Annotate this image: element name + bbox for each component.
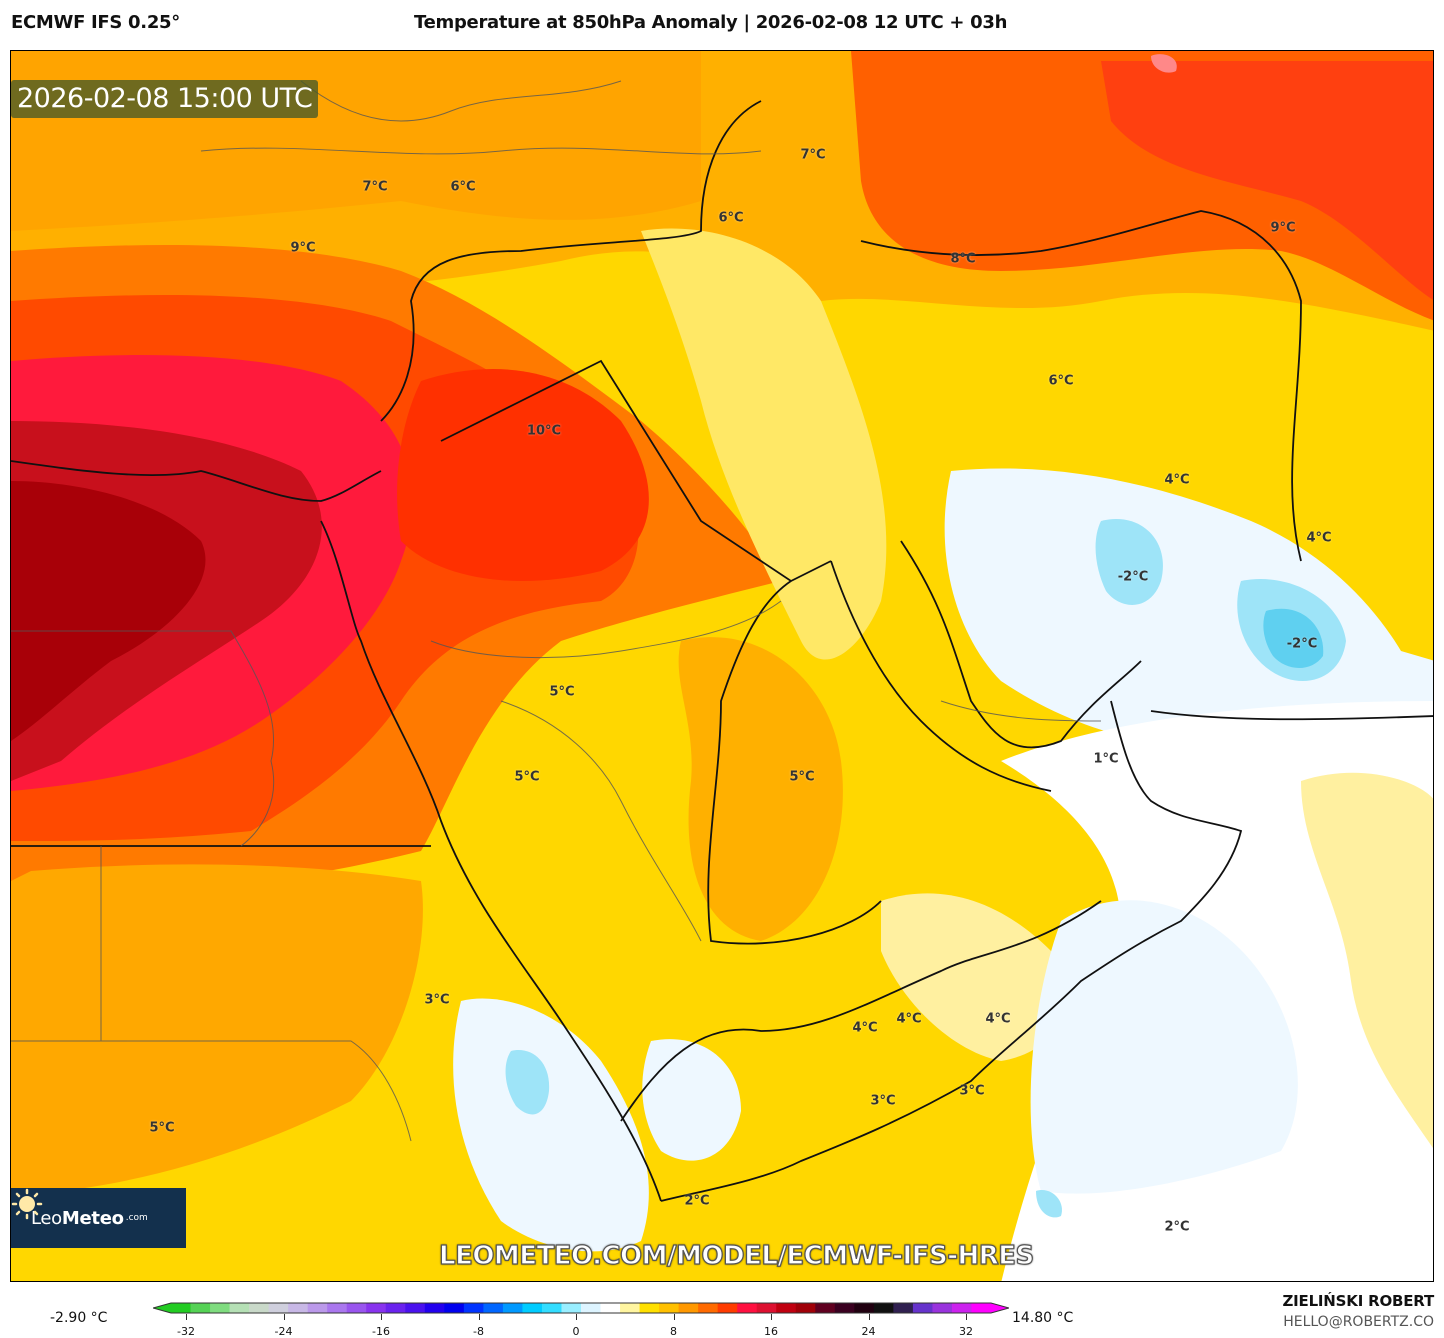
temperature-anomaly-map[interactable]: 2026-02-08 15:00 UTC 7°C 6°C 9°C 6°C 7°C 8°C 9… bbox=[10, 50, 1434, 1282]
temperature-label: -2°C bbox=[1117, 569, 1149, 585]
logo-suffix: .com bbox=[125, 1213, 148, 1223]
author-email[interactable]: HELLO@ROBERTZ.CO bbox=[1283, 1314, 1434, 1330]
logo-text: LeoMeteo bbox=[31, 1207, 124, 1229]
temperature-label: 5°C bbox=[514, 769, 540, 785]
map-title: Temperature at 850hPa Anomaly | 2026-02-… bbox=[414, 12, 1008, 33]
valid-time-badge: 2026-02-08 15:00 UTC bbox=[11, 80, 319, 118]
temperature-label: 4°C bbox=[852, 1020, 878, 1036]
temperature-label: 6°C bbox=[450, 179, 476, 195]
leometeo-logo[interactable]: LeoMeteo .com bbox=[11, 1188, 186, 1248]
colorbar-tick-mark bbox=[283, 1314, 285, 1320]
temperature-label: -2°C bbox=[1286, 636, 1318, 652]
temperature-label: 6°C bbox=[718, 210, 744, 226]
temperature-label: 10°C bbox=[526, 423, 562, 439]
colorbar-tick-label: 0 bbox=[572, 1325, 580, 1338]
map-field bbox=[11, 51, 1433, 1281]
temperature-label: 6°C bbox=[1048, 373, 1074, 389]
colorbar-tick-mark bbox=[868, 1314, 870, 1320]
temperature-label: 3°C bbox=[870, 1093, 896, 1109]
colorbar-tick-label: -32 bbox=[177, 1325, 195, 1338]
colorbar-min-value: -2.90 °C bbox=[50, 1310, 108, 1326]
temperature-label: 3°C bbox=[424, 992, 450, 1008]
colorbar-tick-label: -16 bbox=[372, 1325, 390, 1338]
colorbar-tick-mark bbox=[771, 1314, 772, 1320]
temperature-label: 3°C bbox=[959, 1083, 985, 1099]
colorbar-tick-mark bbox=[186, 1314, 187, 1320]
colorbar-tick-mark bbox=[966, 1314, 967, 1320]
temperature-label: 5°C bbox=[149, 1120, 175, 1136]
temperature-label: 4°C bbox=[985, 1011, 1011, 1027]
temperature-label: 4°C bbox=[896, 1011, 922, 1027]
colorbar-tick-mark bbox=[576, 1314, 577, 1320]
colorbar-tick-mark bbox=[381, 1314, 382, 1320]
model-name: ECMWF IFS 0.25° bbox=[11, 12, 180, 33]
temperature-label: 2°C bbox=[1164, 1219, 1190, 1235]
colorbar-tick-mark bbox=[478, 1314, 480, 1320]
colorbar-tick-label: -24 bbox=[274, 1325, 293, 1338]
temperature-label: 9°C bbox=[290, 240, 316, 256]
temperature-label: 7°C bbox=[800, 147, 826, 163]
colorbar-tick-label: -8 bbox=[473, 1325, 484, 1338]
temperature-label: 4°C bbox=[1306, 530, 1332, 546]
author-name: ZIELIŃSKI ROBERT bbox=[1282, 1292, 1434, 1310]
temperature-label: 1°C bbox=[1093, 751, 1119, 767]
source-watermark: LEOMETEO.COM/MODEL/ECMWF-IFS-HRES bbox=[438, 1240, 1034, 1271]
colorbar-tick-label: 8 bbox=[670, 1325, 677, 1338]
temperature-label: 7°C bbox=[362, 179, 388, 195]
colorbar-tick-label: 24 bbox=[861, 1325, 876, 1338]
temperature-label: 4°C bbox=[1164, 472, 1190, 488]
temperature-label: 5°C bbox=[789, 769, 815, 785]
temperature-label: 8°C bbox=[950, 251, 976, 267]
sun-icon bbox=[11, 1188, 43, 1220]
temperature-label: 9°C bbox=[1270, 220, 1296, 236]
temperature-label: 2°C bbox=[684, 1193, 710, 1209]
colorbar-tick-label: 16 bbox=[764, 1325, 778, 1338]
colorbar-tick-label: 32 bbox=[959, 1325, 973, 1338]
colorbar-max-value: 14.80 °C bbox=[1012, 1310, 1074, 1326]
colorbar-tick-mark bbox=[673, 1314, 675, 1320]
temperature-label: 5°C bbox=[549, 684, 575, 700]
colorbar bbox=[153, 1302, 1009, 1314]
